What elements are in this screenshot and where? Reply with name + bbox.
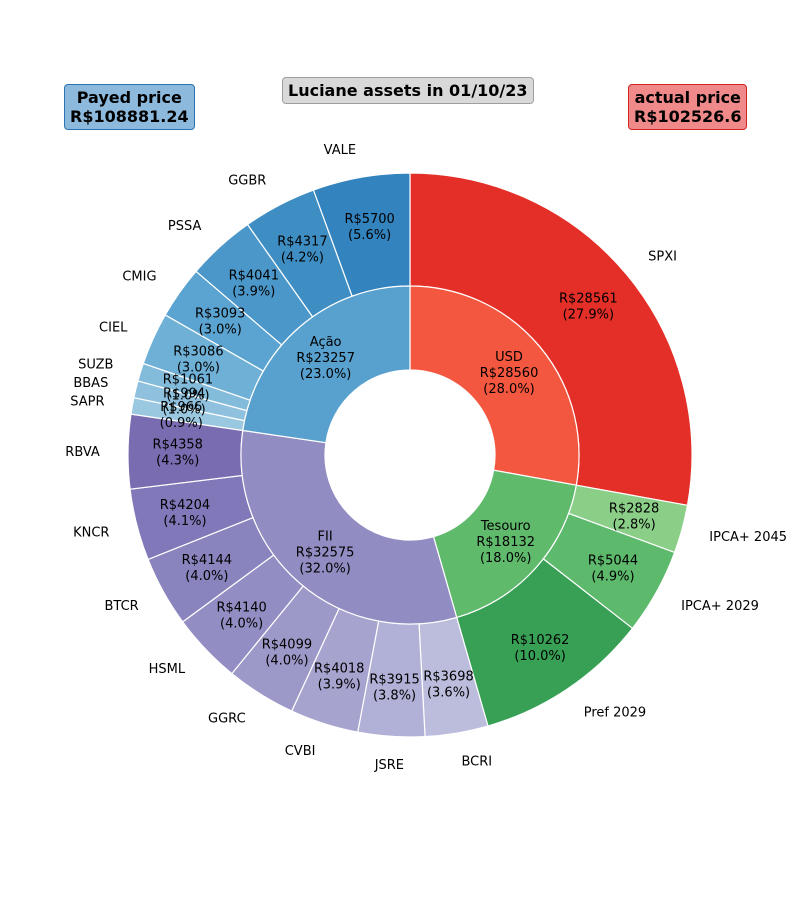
outer-name-suzb: SUZB	[78, 357, 113, 372]
outer-value-jsre: R$3915 (3.8%)	[369, 672, 419, 703]
actual-price-label: actual price	[634, 88, 741, 107]
outer-value-pref-2029: R$10262 (10.0%)	[511, 633, 570, 664]
outer-name-pssa: PSSA	[168, 219, 202, 234]
outer-value-sapr: R$966 (0.9%)	[160, 400, 203, 431]
outer-value-suzb: R$1061 (1.0%)	[163, 372, 213, 403]
inner-label-fii: FII R$32575 (32.0%)	[296, 530, 355, 577]
inner-labels: USD R$28560 (28.0%) Tesouro R$18132 (18.0%) FI…	[296, 335, 539, 577]
outer-name-ggbr: GGBR	[228, 174, 266, 189]
outer-name-bbas: BBAS	[73, 376, 108, 391]
outer-value-ipcaplus-2029: R$5044 (4.9%)	[588, 553, 638, 584]
outer-value-vale: R$5700 (5.6%)	[344, 212, 394, 243]
chart-title: Luciane assets in 01/10/23	[282, 77, 534, 104]
outer-name-pref-2029: Pref 2029	[584, 705, 646, 720]
outer-value-cvbi: R$4018 (3.9%)	[314, 662, 364, 693]
outer-value-kncr: R$4204 (4.1%)	[160, 498, 210, 529]
inner-ring	[240, 285, 580, 625]
outer-name-vale: VALE	[324, 143, 356, 158]
outer-value-ipcaplus-2045: R$2828 (2.8%)	[609, 502, 659, 533]
inner-wedge-ação	[242, 285, 411, 444]
outer-name-labels: SPXI IPCA+ 2045 IPCA+ 2029 Pref 2029 BCRI JSR…	[65, 143, 787, 773]
outer-name-sapr: SAPR	[70, 394, 104, 409]
outer-name-rbva: RBVA	[65, 445, 100, 460]
outer-value-ciel: R$3086 (3.0%)	[173, 345, 223, 376]
outer-value-cmig: R$3093 (3.0%)	[195, 307, 245, 338]
outer-value-ggrc: R$4099 (4.0%)	[262, 638, 312, 669]
outer-name-ggrc: GGRC	[208, 712, 246, 727]
outer-value-ggbr: R$4317 (4.2%)	[277, 235, 327, 266]
outer-value-rbva: R$4358 (4.3%)	[153, 438, 203, 469]
outer-value-labels: R$28561 (27.9%) R$2828 (2.8%) R$5044 (4.9%) R$…	[153, 212, 660, 704]
outer-name-hsml: HSML	[149, 662, 186, 677]
outer-name-cmig: CMIG	[122, 270, 156, 285]
outer-ring	[127, 172, 693, 738]
inner-label-tesouro: Tesouro R$18132 (18.0%)	[476, 519, 535, 566]
outer-name-bcri: BCRI	[461, 754, 492, 769]
outer-value-hsml: R$4140 (4.0%)	[216, 601, 266, 632]
outer-name-ipcaplus-2045: IPCA+ 2045	[709, 530, 787, 545]
outer-value-spxi: R$28561 (27.9%)	[559, 292, 618, 323]
outer-name-kncr: KNCR	[73, 525, 109, 540]
outer-value-bbas: R$994 (1.0%)	[163, 386, 206, 417]
outer-name-ciel: CIEL	[99, 321, 128, 336]
inner-wedge-usd	[409, 285, 580, 486]
payed-price-box: Payed price R$108881.24	[64, 84, 195, 130]
inner-wedge-fii	[240, 429, 458, 625]
inner-label-usd: USD R$28560 (28.0%)	[480, 350, 539, 397]
outer-name-cvbi: CVBI	[285, 744, 316, 759]
outer-name-ipcaplus-2029: IPCA+ 2029	[681, 599, 759, 614]
actual-price-box: actual price R$102526.6	[628, 84, 748, 130]
outer-value-pssa: R$4041 (3.9%)	[229, 269, 279, 300]
outer-name-jsre: JSRE	[374, 758, 404, 773]
payed-price-value: R$108881.24	[70, 107, 189, 126]
outer-name-btcr: BTCR	[104, 599, 138, 614]
outer-value-btcr: R$4144 (4.0%)	[182, 553, 232, 584]
actual-price-value: R$102526.6	[634, 107, 742, 126]
outer-name-spxi: SPXI	[648, 250, 677, 265]
inner-label-ação: Ação R$23257 (23.0%)	[296, 335, 355, 382]
payed-price-label: Payed price	[76, 88, 182, 107]
inner-wedge-tesouro	[432, 469, 577, 619]
outer-value-bcri: R$3698 (3.6%)	[423, 670, 473, 701]
